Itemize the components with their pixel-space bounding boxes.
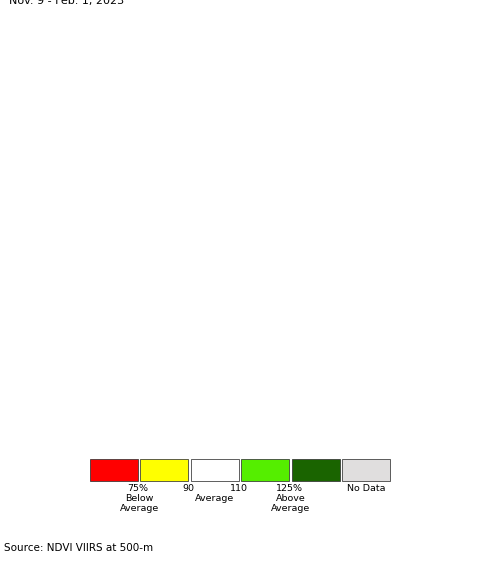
Text: Average: Average bbox=[271, 504, 310, 513]
Bar bbox=[342, 459, 390, 481]
Text: 90: 90 bbox=[182, 484, 194, 493]
Text: Source: NDVI VIIRS at 500-m: Source: NDVI VIIRS at 500-m bbox=[4, 542, 153, 553]
Text: Nov. 9 - Feb. 1, 2023: Nov. 9 - Feb. 1, 2023 bbox=[9, 0, 124, 6]
Bar bbox=[241, 459, 289, 481]
Text: Average: Average bbox=[120, 504, 159, 513]
Bar bbox=[191, 459, 239, 481]
Text: 125%: 125% bbox=[276, 484, 303, 493]
Text: No Data: No Data bbox=[347, 484, 385, 493]
Text: Below: Below bbox=[125, 494, 154, 503]
Bar bbox=[140, 459, 188, 481]
Bar bbox=[292, 459, 340, 481]
Text: 110: 110 bbox=[230, 484, 248, 493]
Text: Average: Average bbox=[195, 494, 234, 503]
Text: 75%: 75% bbox=[128, 484, 148, 493]
Text: Above: Above bbox=[276, 494, 305, 503]
Bar bbox=[90, 459, 138, 481]
